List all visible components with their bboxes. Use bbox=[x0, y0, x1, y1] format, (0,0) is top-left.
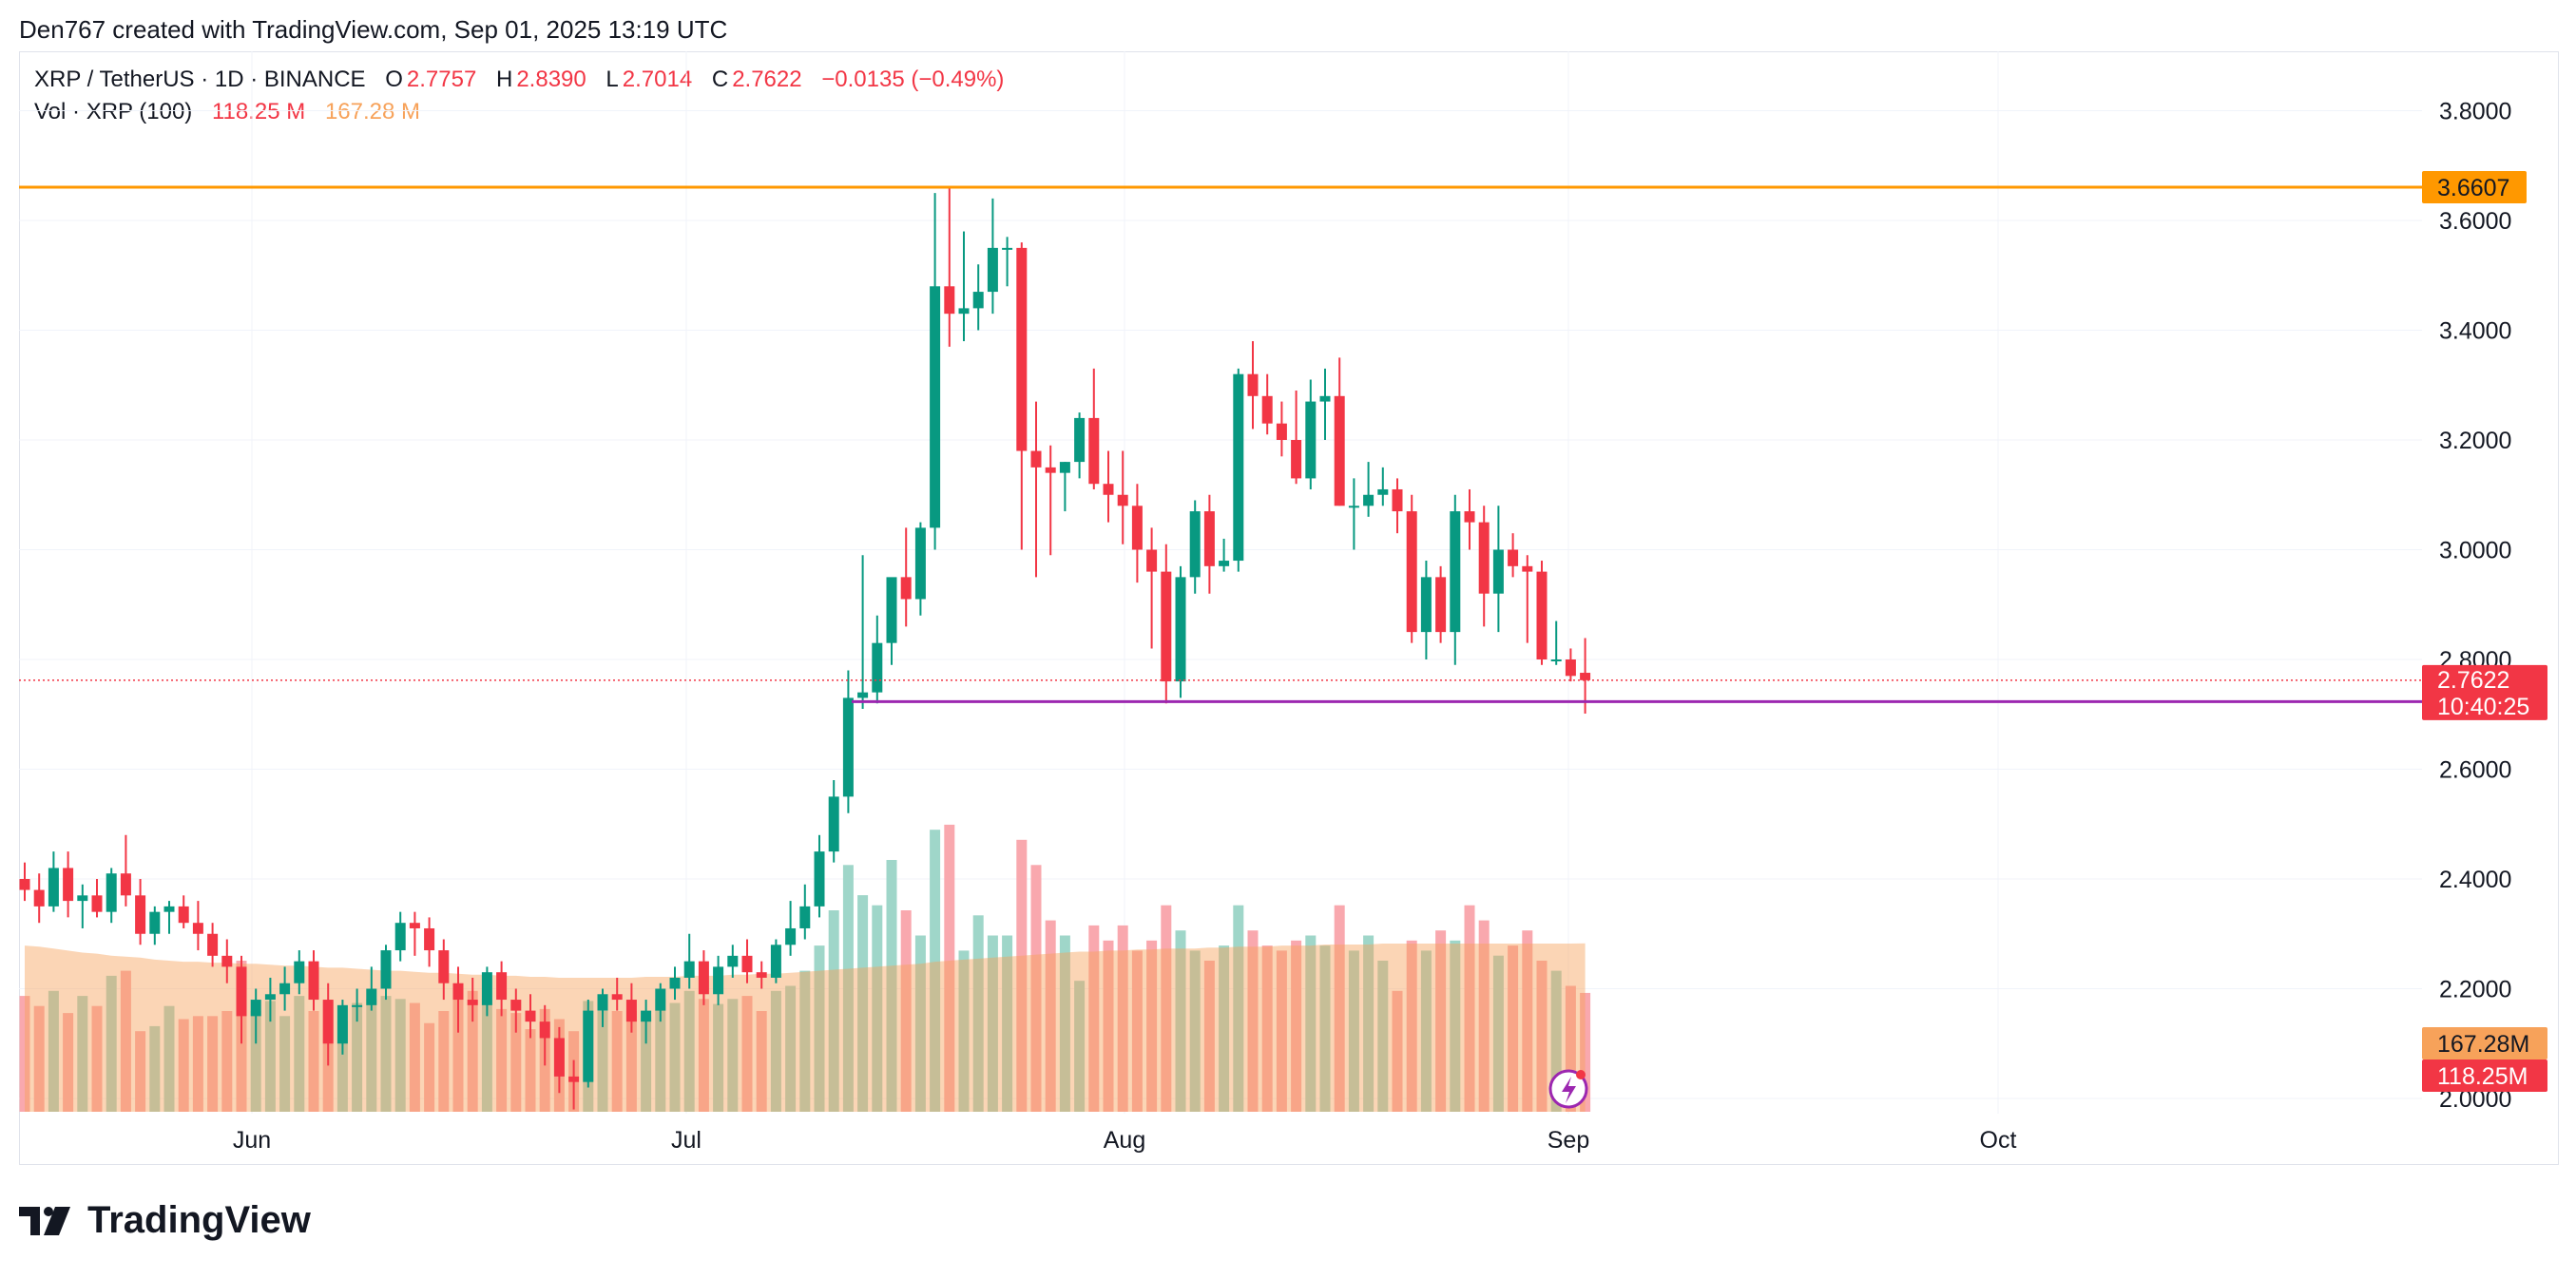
tradingview-logo-text: TradingView bbox=[87, 1199, 311, 1241]
high-value: 2.8390 bbox=[516, 67, 586, 92]
chart-credit: Den767 created with TradingView.com, Sep… bbox=[19, 15, 728, 44]
low-value: 2.7014 bbox=[622, 67, 693, 92]
tradingview-logo-icon bbox=[19, 1206, 70, 1235]
open-label: O bbox=[385, 67, 403, 92]
open-value: 2.7757 bbox=[406, 67, 477, 92]
volume-value: 118.25 M bbox=[211, 99, 306, 124]
change-value: −0.0135 (−0.49%) bbox=[821, 67, 1005, 92]
chart-frame bbox=[19, 51, 2559, 1165]
close-label: C bbox=[711, 67, 729, 92]
high-label: H bbox=[495, 67, 513, 92]
volume-label[interactable]: Vol · XRP (100) bbox=[34, 99, 193, 124]
symbol-label[interactable]: XRP / TetherUS · 1D · BINANCE bbox=[34, 67, 366, 92]
low-label: L bbox=[606, 67, 619, 92]
volume-legend: Vol · XRP (100) 118.25 M 167.28 M bbox=[34, 99, 424, 125]
close-value: 2.7622 bbox=[732, 67, 802, 92]
volume-ma-value: 167.28 M bbox=[324, 99, 421, 124]
tradingview-logo[interactable]: TradingView bbox=[19, 1199, 311, 1242]
